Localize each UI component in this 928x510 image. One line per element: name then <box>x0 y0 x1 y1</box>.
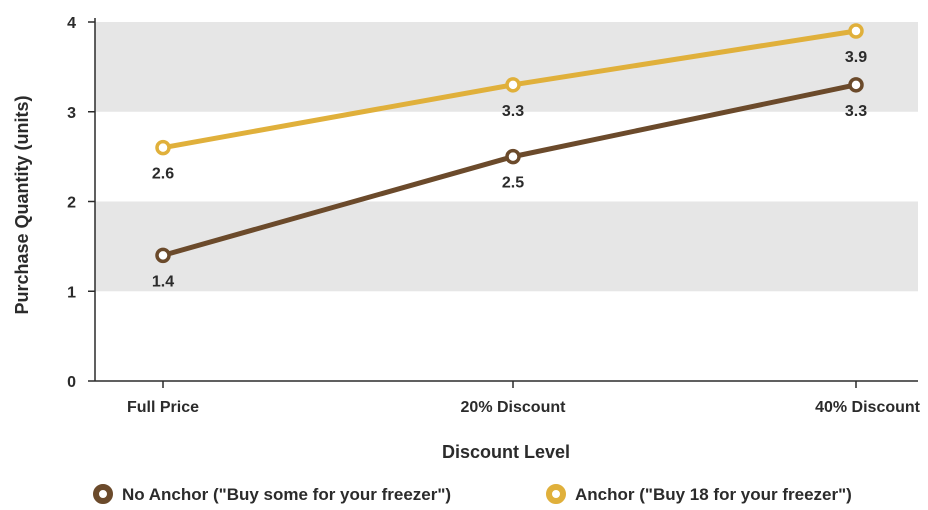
data-point <box>505 148 521 165</box>
y-axis-title: Purchase Quantity (units) <box>12 95 32 314</box>
data-point <box>505 77 521 93</box>
y-tick-labels: 0 1 2 3 4 <box>67 15 76 391</box>
data-label: 3.3 <box>502 103 524 120</box>
axes <box>88 18 918 388</box>
legend-label-anchor: Anchor ("Buy 18 for your freezer") <box>575 485 852 504</box>
legend-marker-anchor <box>546 484 566 504</box>
y-tick-label: 0 <box>67 374 76 391</box>
x-tick-labels: Full Price 20% Discount 40% Discount <box>127 399 921 416</box>
data-label: 3.9 <box>845 49 867 66</box>
data-point <box>155 139 171 156</box>
data-labels: 1.4 2.5 3.3 2.6 3.3 3.9 <box>152 49 867 290</box>
series-group <box>155 23 864 264</box>
x-tick-label: 40% Discount <box>815 399 921 416</box>
data-point <box>155 247 171 264</box>
x-tick-label: 20% Discount <box>461 399 567 416</box>
y-tick-label: 3 <box>67 105 76 122</box>
grid-band <box>95 22 918 112</box>
data-label: 2.5 <box>502 175 524 192</box>
data-point <box>848 77 864 93</box>
legend-marker-no-anchor <box>93 484 113 504</box>
x-tick-label: Full Price <box>127 399 199 416</box>
y-tick-label: 2 <box>67 195 76 212</box>
data-label: 1.4 <box>152 273 174 290</box>
data-label: 2.6 <box>152 166 174 183</box>
data-point <box>848 23 864 39</box>
legend: No Anchor ("Buy some for your freezer") … <box>93 484 852 504</box>
legend-label-no-anchor: No Anchor ("Buy some for your freezer") <box>122 485 451 504</box>
data-label: 3.3 <box>845 103 867 120</box>
x-axis-title: Discount Level <box>442 442 570 462</box>
grid-bands <box>95 22 918 292</box>
y-tick-label: 1 <box>67 284 76 301</box>
y-tick-label: 4 <box>67 15 76 32</box>
grid-band <box>95 201 918 292</box>
